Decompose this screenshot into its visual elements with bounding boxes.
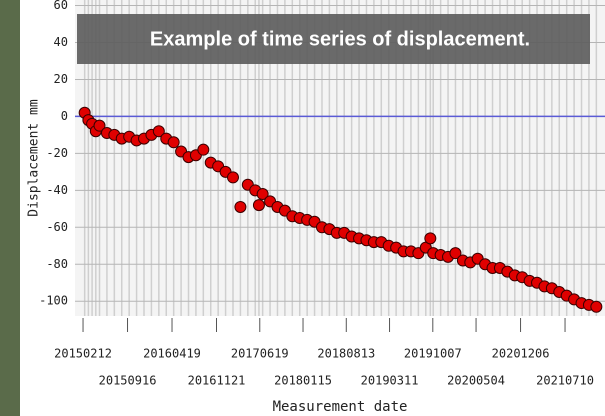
chart-title: Example of time series of displacement. — [150, 28, 530, 50]
x-tick-label: 20150212 — [54, 347, 112, 361]
y-tick-label: 40 — [54, 35, 68, 49]
y-tick-label: 60 — [54, 0, 68, 12]
y-tick-label: 0 — [61, 109, 68, 123]
map-strip — [0, 0, 20, 416]
point — [227, 172, 238, 183]
y-axis-label: Displacement mm — [27, 99, 42, 217]
x-tick-label: 20200504 — [447, 374, 505, 388]
x-tick-label: 20180115 — [274, 374, 332, 388]
y-tick-label: 20 — [54, 72, 68, 86]
point — [253, 200, 264, 211]
y-tick-label: -60 — [46, 220, 68, 234]
x-axis-label: Measurement date — [273, 399, 408, 415]
x-tick-label: 20161121 — [188, 374, 246, 388]
x-tick-label: 20170619 — [231, 347, 289, 361]
x-tick-label: 20150916 — [99, 374, 157, 388]
y-tick-label: -20 — [46, 146, 68, 160]
x-tick-label: 20191007 — [404, 347, 462, 361]
x-tick-label: 20180813 — [317, 347, 375, 361]
point — [425, 233, 436, 244]
point — [168, 137, 179, 148]
point — [235, 201, 246, 212]
x-tick-label: 20160419 — [143, 347, 201, 361]
x-tick-label: 20201206 — [492, 347, 550, 361]
x-tick-label: 20210710 — [536, 374, 594, 388]
point — [591, 301, 602, 312]
y-tick-label: -40 — [46, 183, 68, 197]
y-tick-label: -80 — [46, 257, 68, 271]
y-tick-label: -100 — [39, 294, 68, 308]
x-tick-label: 20190311 — [361, 374, 419, 388]
point — [198, 144, 209, 155]
chart: -100 -80 -60 -40 -20 0 20 40 60 20150212 20150916 2… — [0, 0, 605, 416]
